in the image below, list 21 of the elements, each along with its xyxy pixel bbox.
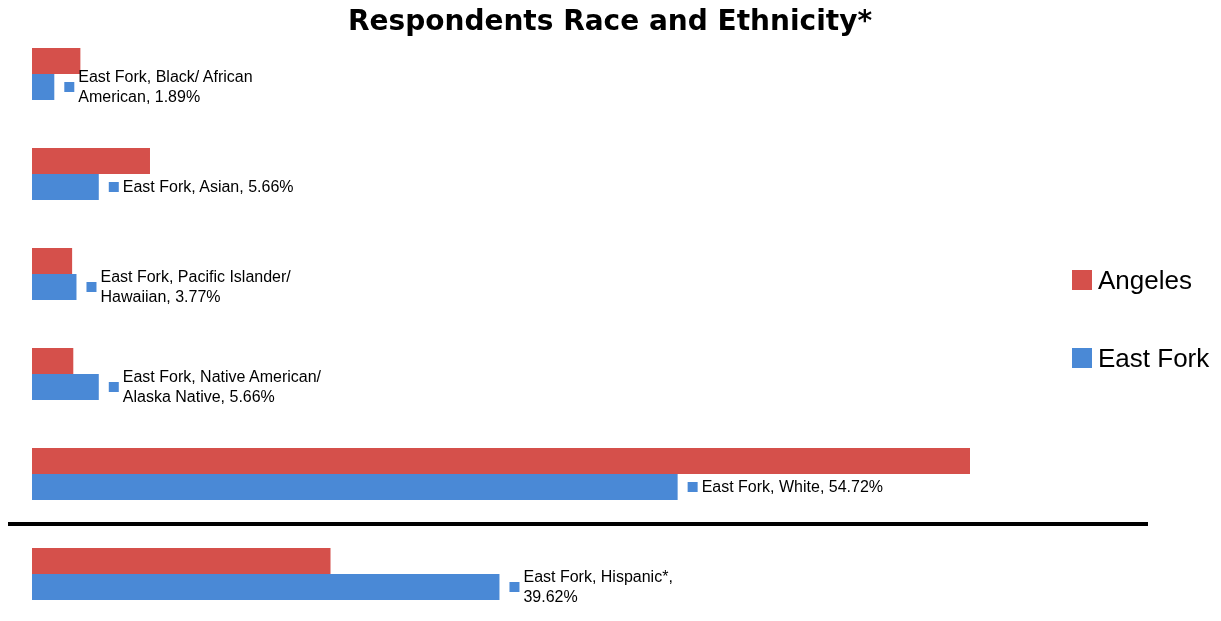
bar <box>32 174 99 200</box>
bar <box>32 274 77 300</box>
legend-label: Angeles <box>1098 265 1192 295</box>
bar <box>32 474 678 500</box>
data-label: East Fork, White, 54.72% <box>701 478 884 495</box>
chart-title: Respondents Race and Ethnicity* <box>347 4 873 37</box>
bar <box>32 48 81 74</box>
bar <box>32 148 150 174</box>
data-label: East Fork, Hispanic*, 39.62% <box>523 568 673 605</box>
bar <box>32 248 73 274</box>
bar <box>32 348 74 374</box>
data-label: East Fork, Native American/ Alaska Native, 5.66% <box>122 368 322 405</box>
bar <box>32 448 970 474</box>
data-label: East Fork, Black/ African American, 1.89% <box>78 68 253 105</box>
data-label: East Fork, Asian, 5.66% <box>122 178 294 195</box>
bar <box>32 374 99 400</box>
data-label: East Fork, Pacific Islander/ Hawaiian, 3.77% <box>100 268 292 305</box>
bar <box>32 574 500 600</box>
legend-label: East Fork <box>1098 343 1211 373</box>
bar <box>32 74 55 100</box>
bar <box>32 548 331 574</box>
